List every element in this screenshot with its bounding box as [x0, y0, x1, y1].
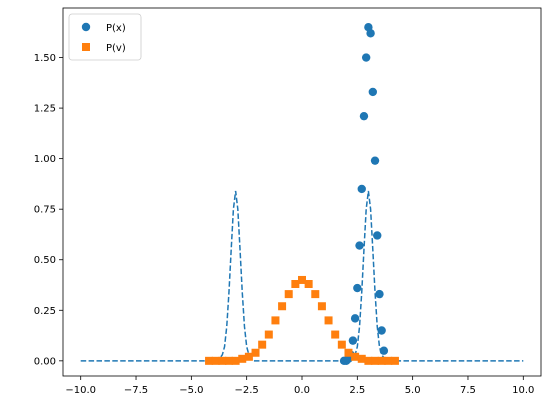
point-P(v) [324, 316, 333, 325]
y-tick-label: 1.50 [34, 53, 56, 64]
legend-label: P(x) [106, 23, 126, 34]
y-tick-label: 0.75 [34, 205, 56, 216]
point-P(v) [258, 340, 267, 349]
point-P(x) [348, 336, 358, 345]
point-P(v) [205, 356, 214, 365]
point-P(v) [218, 356, 227, 365]
y-tick-label: 1.25 [34, 104, 56, 115]
x-tick-label: −7.5 [124, 385, 148, 396]
point-P(v) [331, 330, 340, 339]
point-P(x) [370, 156, 380, 165]
point-P(v) [231, 356, 240, 365]
point-P(v) [364, 356, 373, 365]
legend-marker [82, 43, 90, 51]
x-tick-label: 10.0 [512, 385, 534, 396]
point-P(x) [377, 326, 386, 335]
y-tick-label: 0.50 [34, 255, 56, 266]
point-P(x) [359, 111, 369, 121]
point-P(v) [264, 330, 273, 339]
point-P(x) [355, 241, 364, 250]
point-P(x) [357, 184, 366, 194]
x-tick-label: 0.0 [294, 385, 310, 396]
x-tick-label: 2.5 [349, 385, 365, 396]
point-P(x) [368, 87, 378, 97]
x-tick-label: −5.0 [179, 385, 203, 396]
point-P(v) [344, 348, 353, 357]
y-tick-label: 0.25 [34, 306, 56, 317]
point-P(v) [278, 302, 287, 311]
point-P(x) [375, 289, 384, 299]
point-P(v) [291, 280, 300, 288]
axes: −10.0 −7.5 −5.0 −2.5 0.0 2.5 5.0 7.5 10.0 0.00 0.2… [34, 7, 542, 396]
point-P(x) [350, 314, 360, 323]
point-P(v) [304, 280, 313, 288]
y-tick-label: 0.00 [34, 356, 56, 367]
legend: P(x) P(v) [68, 13, 142, 61]
point-P(v) [317, 302, 326, 311]
point-P(v) [224, 356, 233, 365]
point-P(x) [361, 53, 371, 62]
x-tick-label: 7.5 [460, 385, 476, 396]
point-P(v) [311, 290, 320, 299]
point-P(v) [271, 316, 280, 325]
y-tick-label: 1.00 [34, 154, 56, 165]
legend-marker [81, 22, 91, 32]
x-tick-label: −10.0 [65, 385, 96, 396]
point-P(v) [351, 352, 360, 361]
plot-area [80, 23, 524, 366]
point-P(v) [390, 356, 399, 365]
series-dashed-line [80, 190, 524, 362]
legend-box [68, 13, 142, 61]
point-P(x) [366, 29, 375, 38]
x-tick-label: 5.0 [405, 385, 421, 396]
point-P(v) [298, 275, 306, 284]
point-P(x) [373, 231, 382, 240]
point-P(v) [251, 348, 260, 357]
point-P(v) [284, 290, 293, 299]
point-P(x) [353, 283, 362, 293]
x-tick-label: −2.5 [235, 385, 259, 396]
point-P(v) [244, 352, 253, 361]
legend-label: P(v) [106, 43, 126, 54]
point-P(v) [238, 354, 247, 363]
point-P(v) [384, 356, 393, 365]
point-P(v) [377, 356, 386, 365]
point-P(v) [357, 354, 366, 363]
point-P(x) [379, 346, 389, 355]
point-P(v) [211, 356, 220, 365]
point-P(v) [371, 356, 380, 365]
point-P(v) [337, 340, 346, 349]
